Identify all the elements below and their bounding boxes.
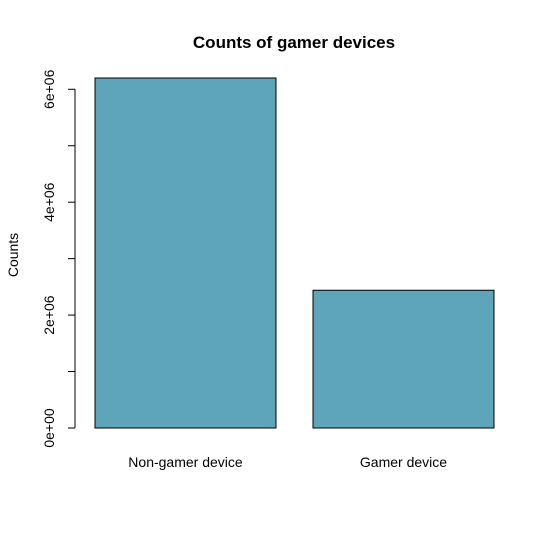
y-axis-label: Counts (5, 233, 21, 277)
x-tick-label-0: Non-gamer device (128, 454, 243, 470)
bar-1 (312, 289, 495, 429)
y-tick-label-0: 0e+00 (41, 408, 57, 448)
chart-title: Counts of gamer devices (193, 33, 395, 52)
y-tick-label-4: 4e+06 (41, 182, 57, 222)
bar-0 (94, 77, 277, 429)
bars-group (94, 77, 495, 429)
y-tick-label-2: 2e+06 (41, 295, 57, 335)
x-tick-label-1: Gamer device (360, 454, 447, 470)
y-tick-label-6: 6e+06 (41, 69, 57, 109)
y-axis: 0e+00 2e+06 4e+06 6e+06 (41, 69, 76, 448)
x-axis-labels: Non-gamer device Gamer device (128, 454, 447, 470)
